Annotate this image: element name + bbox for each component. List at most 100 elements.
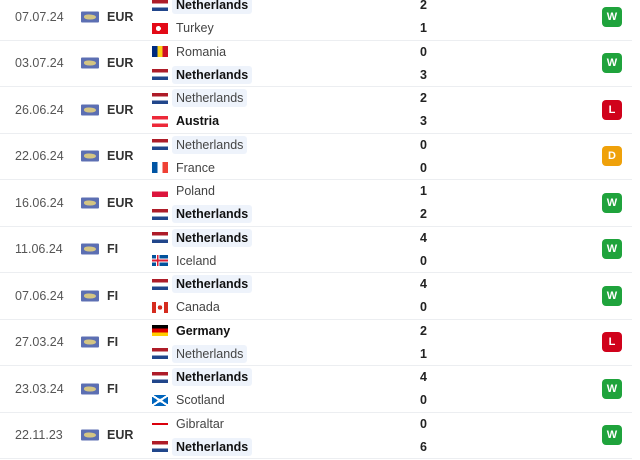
away-score: 3 — [420, 67, 427, 82]
match-row[interactable]: 27.03.24 FI Germany 2 Netherlands 1 L — [0, 320, 632, 366]
away-team: Scotland — [152, 390, 229, 410]
romania-flag-icon — [152, 46, 168, 57]
world-competition-icon — [81, 336, 99, 348]
result-badge: W — [602, 53, 622, 74]
match-date: 03.07.24 — [15, 56, 64, 71]
match-row[interactable]: 03.07.24 EUR Romania 0 Netherlands 3 W — [0, 41, 632, 87]
match-row[interactable]: 07.06.24 FI Netherlands 4 Canada 0 W — [0, 273, 632, 320]
home-team: Poland — [152, 181, 219, 201]
competition-label: EUR — [107, 9, 134, 24]
competition-label: FI — [107, 381, 119, 396]
home-team-name: Netherlands — [172, 0, 253, 14]
netherlands-flag-icon — [152, 92, 168, 104]
away-team-name: Iceland — [176, 253, 217, 268]
match-date: 11.06.24 — [15, 242, 63, 257]
home-score: 4 — [420, 277, 427, 291]
competition-label: EUR — [107, 195, 134, 210]
scotland-flag-icon — [152, 394, 168, 406]
home-score: 0 — [420, 416, 427, 431]
netherlands-flag-icon — [152, 139, 168, 150]
home-team: Netherlands — [152, 88, 248, 108]
match-date: 22.06.24 — [15, 149, 64, 164]
result-badge: W — [602, 378, 622, 399]
turkey-flag-icon — [152, 22, 168, 34]
competition-label: FI — [107, 335, 119, 350]
match-date: 23.03.24 — [15, 381, 64, 396]
home-score: 2 — [420, 91, 427, 105]
away-team-name: Netherlands — [172, 65, 253, 84]
netherlands-flag-icon — [152, 0, 168, 11]
result-badge: W — [602, 285, 622, 306]
away-score: 0 — [420, 300, 427, 314]
away-score: 0 — [420, 393, 427, 407]
home-team-name: Netherlands — [172, 135, 248, 154]
result-badge: L — [602, 332, 622, 353]
away-team-name: Scotland — [176, 393, 225, 407]
world-competition-icon — [81, 197, 99, 209]
world-competition-icon — [81, 429, 99, 441]
away-score: 1 — [420, 346, 427, 361]
home-team: Germany — [152, 321, 234, 341]
home-team: Netherlands — [152, 274, 253, 294]
netherlands-flag-icon — [152, 348, 168, 359]
home-score: 4 — [420, 230, 427, 245]
match-date: 07.06.24 — [15, 288, 64, 303]
home-score: 2 — [420, 0, 427, 12]
result-badge: W — [602, 192, 622, 213]
away-team: Iceland — [152, 251, 220, 271]
world-competition-icon — [81, 104, 99, 116]
home-team: Netherlands — [152, 0, 253, 15]
match-row[interactable]: 26.06.24 EUR Netherlands 2 Austria 3 L — [0, 87, 632, 134]
home-team-name: Gibraltar — [176, 416, 224, 431]
home-team-name: Poland — [176, 184, 215, 198]
world-competition-icon — [81, 150, 99, 162]
home-score: 2 — [420, 323, 427, 338]
netherlands-flag-icon — [152, 69, 168, 80]
match-row[interactable]: 22.11.23 EUR Gibraltar 0 Netherlands 6 W — [0, 413, 632, 459]
world-competition-icon — [81, 243, 99, 255]
home-score: 1 — [420, 184, 427, 198]
away-team-name: Austria — [176, 114, 220, 128]
home-score: 0 — [420, 44, 427, 59]
match-row[interactable]: 23.03.24 FI Netherlands 4 Scotland 0 W — [0, 366, 632, 413]
world-competition-icon — [81, 383, 99, 395]
match-date: 22.11.23 — [15, 428, 63, 443]
match-row[interactable]: 22.06.24 EUR Netherlands 0 France 0 D — [0, 134, 632, 180]
away-team: Netherlands — [152, 344, 248, 364]
world-competition-icon — [81, 11, 99, 23]
canada-flag-icon — [152, 301, 168, 313]
austria-flag-icon — [152, 115, 168, 127]
competition-label: EUR — [107, 428, 134, 443]
iceland-flag-icon — [152, 255, 168, 266]
away-team: Netherlands — [152, 65, 253, 85]
away-score: 3 — [420, 114, 427, 128]
result-badge: L — [602, 99, 622, 120]
away-team: Netherlands — [152, 204, 253, 224]
france-flag-icon — [152, 162, 168, 173]
match-row[interactable]: 16.06.24 EUR Poland 1 Netherlands 2 W — [0, 180, 632, 227]
match-date: 07.07.24 — [15, 9, 64, 24]
match-row[interactable]: 11.06.24 FI Netherlands 4 Iceland 0 W — [0, 227, 632, 273]
away-team: Turkey — [152, 18, 218, 38]
netherlands-flag-icon — [152, 232, 168, 243]
away-team-name: Netherlands — [172, 344, 248, 363]
netherlands-flag-icon — [152, 441, 168, 452]
germany-flag-icon — [152, 325, 168, 336]
home-team: Gibraltar — [152, 414, 228, 434]
away-score: 1 — [420, 21, 427, 35]
home-team-name: Netherlands — [172, 228, 253, 247]
home-team-name: Netherlands — [172, 89, 248, 107]
home-team-name: Netherlands — [172, 368, 253, 386]
netherlands-flag-icon — [152, 208, 168, 220]
home-score: 0 — [420, 137, 427, 152]
competition-label: FI — [107, 242, 119, 257]
match-date: 16.06.24 — [15, 195, 64, 210]
away-team: Austria — [152, 111, 223, 131]
match-row[interactable]: 07.07.24 EUR Netherlands 2 Turkey 1 W — [0, 0, 632, 41]
away-team: Netherlands — [152, 437, 253, 457]
away-score: 2 — [420, 207, 427, 221]
gibraltar-flag-icon — [152, 418, 168, 429]
netherlands-flag-icon — [152, 371, 168, 383]
home-team-name: Germany — [176, 323, 231, 338]
world-competition-icon — [81, 290, 99, 302]
